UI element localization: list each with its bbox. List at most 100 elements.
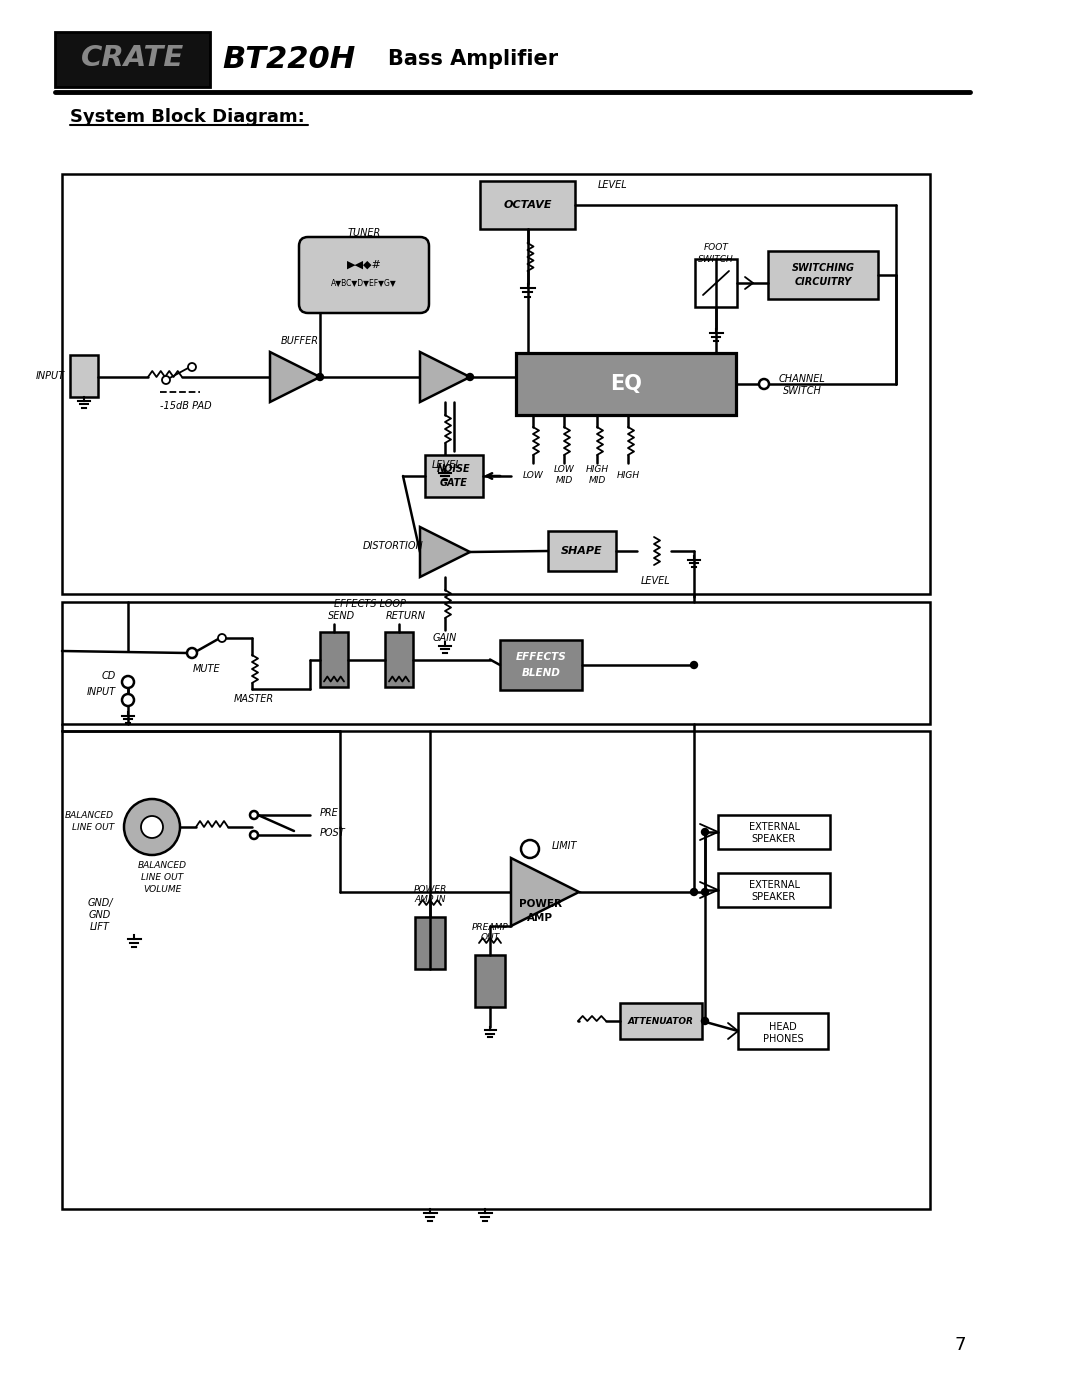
- Bar: [62, 602, 930, 724]
- Bar: [415, 916, 445, 970]
- Text: MUTE: MUTE: [193, 664, 220, 673]
- Bar: [548, 531, 616, 571]
- Text: SWITCH: SWITCH: [783, 386, 822, 395]
- Text: BUFFER: BUFFER: [281, 337, 319, 346]
- Text: AMP IN: AMP IN: [415, 894, 446, 904]
- Bar: [70, 355, 98, 397]
- Text: LIFT: LIFT: [90, 922, 110, 932]
- Text: EFFECTS: EFFECTS: [515, 652, 566, 662]
- Circle shape: [690, 888, 698, 895]
- Text: SWITCHING: SWITCHING: [792, 263, 854, 272]
- Text: ATTENUATOR: ATTENUATOR: [629, 1017, 694, 1025]
- Circle shape: [122, 694, 134, 705]
- Text: EFFECTS LOOP: EFFECTS LOOP: [334, 599, 406, 609]
- Circle shape: [187, 648, 197, 658]
- Text: ▶◀◆#: ▶◀◆#: [347, 260, 381, 270]
- Polygon shape: [420, 527, 470, 577]
- Text: LEVEL: LEVEL: [598, 180, 627, 190]
- Text: LOW: LOW: [523, 471, 543, 479]
- Text: HIGH: HIGH: [617, 471, 639, 479]
- Text: FOOT: FOOT: [703, 243, 728, 251]
- Text: DISTORTION: DISTORTION: [363, 541, 423, 550]
- Text: LEVEL: LEVEL: [642, 576, 671, 585]
- Text: POWER: POWER: [414, 884, 447, 894]
- Text: OUT: OUT: [481, 933, 500, 942]
- Bar: [62, 175, 930, 594]
- Polygon shape: [511, 858, 579, 926]
- Text: BALANCED: BALANCED: [137, 861, 187, 869]
- Circle shape: [141, 816, 163, 838]
- Circle shape: [702, 1017, 708, 1024]
- Text: AMP: AMP: [527, 914, 553, 923]
- Text: LINE OUT: LINE OUT: [140, 873, 184, 882]
- Text: TUNER: TUNER: [348, 228, 380, 237]
- Bar: [768, 251, 878, 299]
- Text: CIRCUITRY: CIRCUITRY: [795, 277, 851, 286]
- Bar: [475, 956, 505, 1007]
- Text: BT220H: BT220H: [222, 45, 355, 74]
- FancyBboxPatch shape: [299, 237, 429, 313]
- Text: GND: GND: [89, 909, 111, 921]
- Bar: [718, 873, 831, 907]
- Text: PRE: PRE: [320, 807, 339, 819]
- Bar: [384, 631, 413, 687]
- Text: POST: POST: [320, 828, 346, 838]
- Circle shape: [249, 812, 258, 819]
- Bar: [55, 32, 210, 87]
- Text: GND/: GND/: [87, 898, 112, 908]
- Bar: [718, 814, 831, 849]
- Text: SPEAKER: SPEAKER: [752, 834, 796, 844]
- Text: LEVEL: LEVEL: [432, 460, 462, 469]
- Text: INPUT: INPUT: [86, 687, 116, 697]
- Circle shape: [690, 662, 698, 669]
- Text: OCTAVE: OCTAVE: [503, 200, 552, 210]
- Text: BLEND: BLEND: [522, 668, 561, 678]
- Text: HIGH
MID: HIGH MID: [585, 465, 608, 485]
- Text: EXTERNAL: EXTERNAL: [748, 821, 799, 833]
- Text: GATE: GATE: [440, 478, 468, 488]
- Circle shape: [122, 676, 134, 687]
- Text: LOW
MID: LOW MID: [554, 465, 575, 485]
- Bar: [738, 1013, 828, 1049]
- Circle shape: [162, 376, 170, 384]
- Text: 7: 7: [955, 1336, 966, 1354]
- Text: NOISE: NOISE: [437, 464, 471, 474]
- Bar: [516, 353, 735, 415]
- Circle shape: [188, 363, 195, 372]
- Text: System Block Diagram:: System Block Diagram:: [70, 108, 305, 126]
- Bar: [500, 640, 582, 690]
- Polygon shape: [420, 352, 470, 402]
- Polygon shape: [270, 352, 320, 402]
- Text: INPUT: INPUT: [36, 372, 65, 381]
- Text: SHAPE: SHAPE: [562, 546, 603, 556]
- Bar: [62, 731, 930, 1208]
- Text: PREAMP: PREAMP: [472, 922, 509, 932]
- Text: LINE OUT: LINE OUT: [71, 823, 114, 831]
- Circle shape: [467, 373, 473, 380]
- Circle shape: [759, 379, 769, 388]
- Text: POWER: POWER: [518, 900, 562, 909]
- Text: SPEAKER: SPEAKER: [752, 893, 796, 902]
- Circle shape: [316, 373, 324, 380]
- Bar: [480, 182, 575, 229]
- Circle shape: [218, 634, 226, 643]
- Text: LIMIT: LIMIT: [552, 841, 578, 851]
- Text: VOLUME: VOLUME: [143, 884, 181, 894]
- Circle shape: [702, 828, 708, 835]
- Text: A▼BC▼D▼EF▼G▼: A▼BC▼D▼EF▼G▼: [332, 278, 396, 288]
- Text: -15dB PAD: -15dB PAD: [160, 401, 212, 411]
- Bar: [426, 455, 483, 497]
- Text: BALANCED: BALANCED: [65, 810, 114, 820]
- Text: RETURN: RETURN: [386, 610, 426, 622]
- Text: EXTERNAL: EXTERNAL: [748, 880, 799, 890]
- Circle shape: [521, 840, 539, 858]
- Bar: [696, 258, 737, 307]
- Text: PHONES: PHONES: [762, 1034, 804, 1044]
- Text: EQ: EQ: [610, 374, 642, 394]
- Text: CD: CD: [102, 671, 116, 680]
- Circle shape: [702, 888, 708, 895]
- Circle shape: [249, 831, 258, 840]
- Text: SWITCH: SWITCH: [698, 254, 734, 264]
- Circle shape: [124, 799, 180, 855]
- Text: GAIN: GAIN: [433, 633, 457, 643]
